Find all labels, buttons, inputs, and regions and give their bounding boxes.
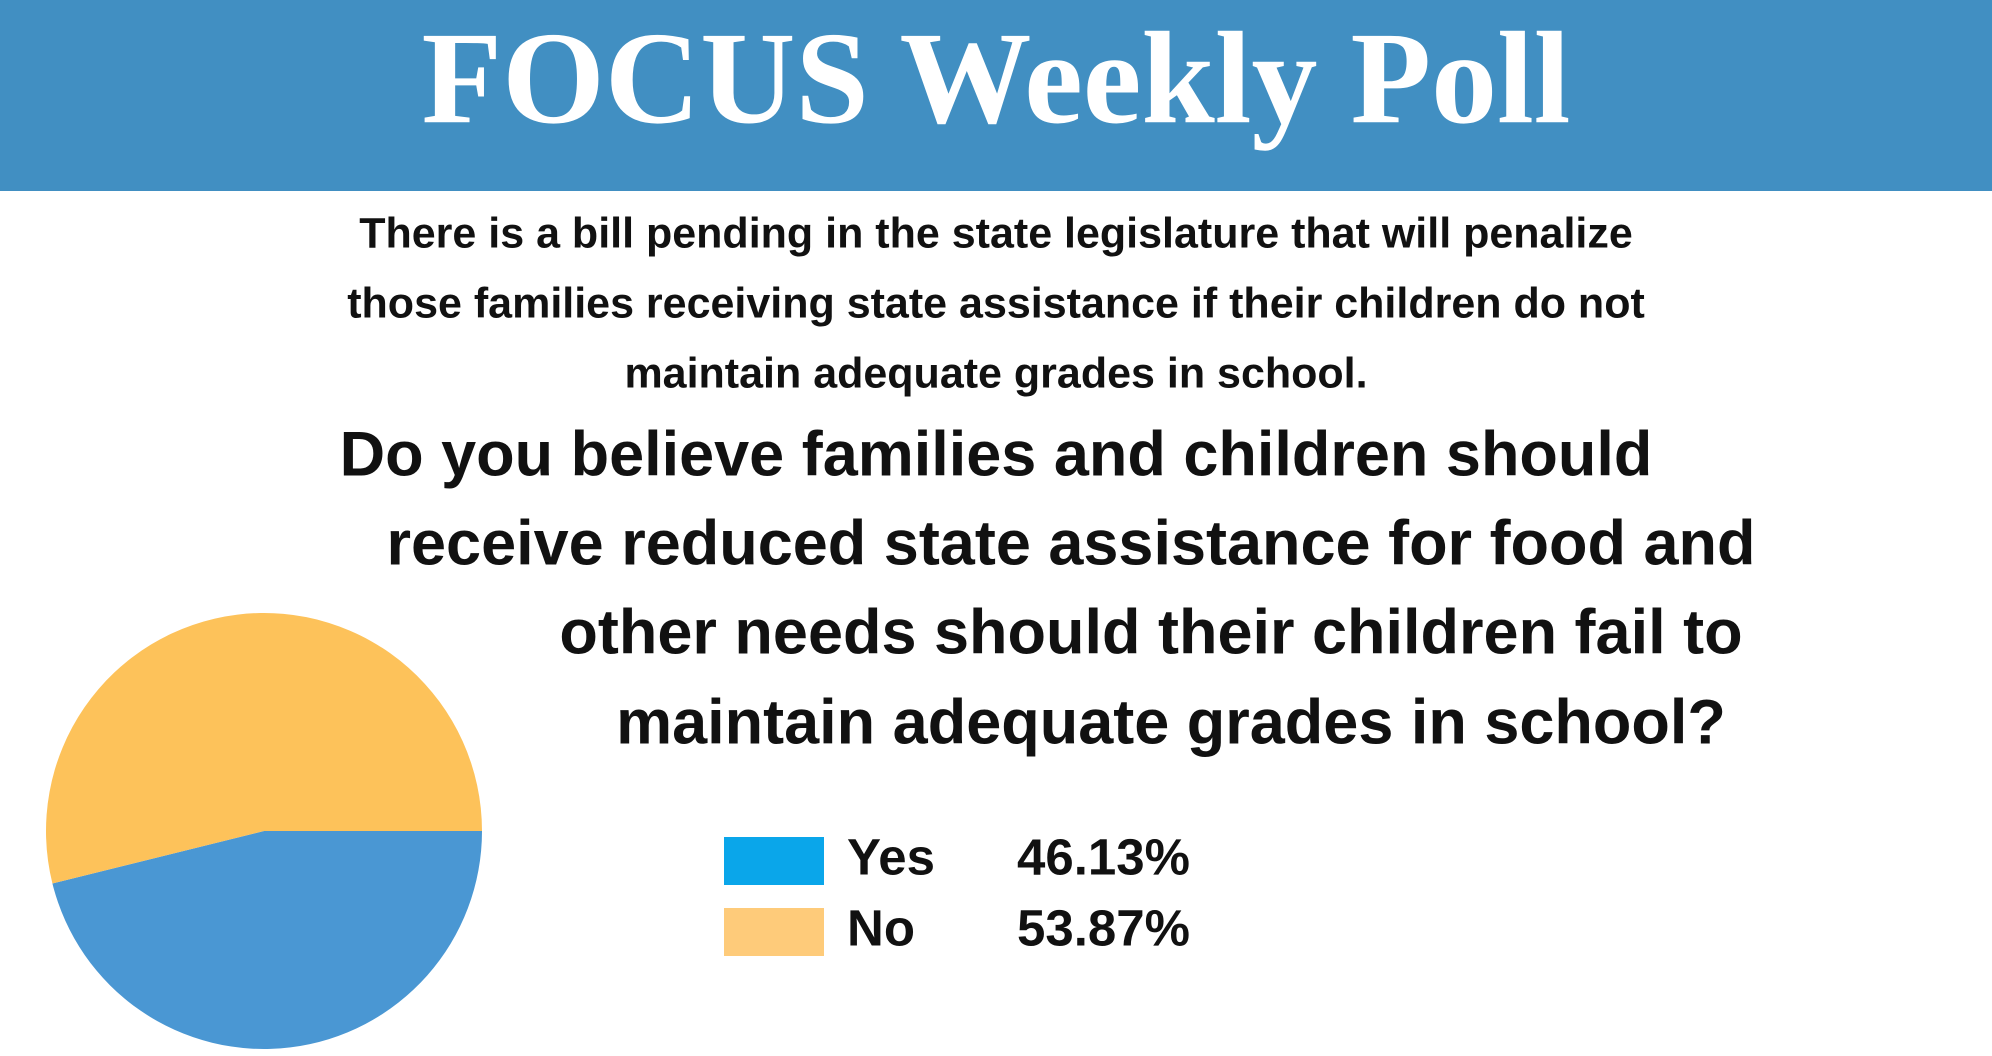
legend-label: No — [847, 899, 915, 956]
legend-swatch — [724, 837, 824, 885]
legend-value: 46.13% — [1017, 828, 1190, 885]
subtitle-line: those families receiving state assistanc… — [347, 279, 1645, 327]
legend-value: 53.87% — [1017, 899, 1190, 956]
question-line: Do you believe families and children sho… — [340, 420, 1653, 490]
subtitle-line: maintain adequate grades in school. — [624, 349, 1367, 397]
question-line: other needs should their children fail t… — [559, 598, 1742, 668]
question-line: maintain adequate grades in school? — [616, 688, 1726, 758]
legend-swatch — [724, 908, 824, 956]
legend-label: Yes — [847, 828, 935, 885]
header-band — [0, 0, 1992, 191]
question-line: receive reduced state assistance for foo… — [386, 509, 1755, 579]
subtitle-line: There is a bill pending in the state leg… — [359, 209, 1633, 257]
pie-slice — [45, 612, 483, 884]
pie-slice — [52, 831, 483, 1049]
poll-title: FOCUS Weekly Poll — [422, 4, 1571, 151]
